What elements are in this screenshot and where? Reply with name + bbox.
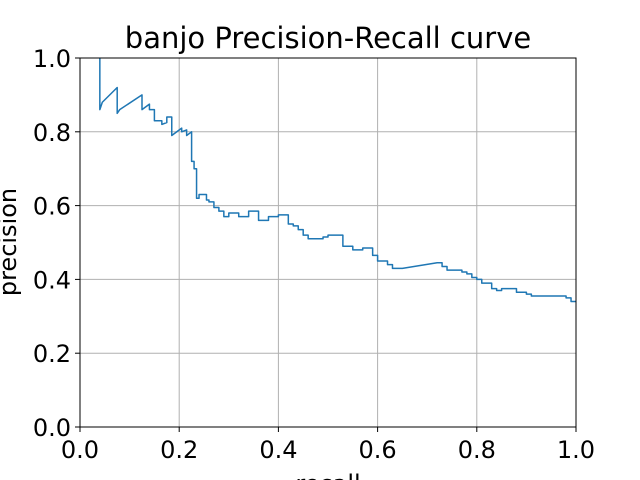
x-tick-label: 0.0: [61, 436, 99, 464]
y-tick-label: 1.0: [33, 45, 71, 73]
x-tick-label: 0.8: [458, 436, 496, 464]
x-tick-label: 0.6: [359, 436, 397, 464]
x-axis-label: recall: [295, 470, 360, 480]
y-tick-label: 0.4: [33, 266, 71, 294]
plot-area: [99, 58, 576, 303]
x-tick-label: 1.0: [557, 436, 595, 464]
plot-frame: [79, 57, 577, 428]
x-axis: 0.0 0.2 0.4 0.6 0.8 1.0: [61, 427, 595, 464]
pr-curve-line: [99, 58, 576, 303]
chart-title: banjo Precision-Recall curve: [125, 21, 531, 55]
x-tick-label: 0.4: [259, 436, 297, 464]
y-axis-label: precision: [0, 188, 22, 296]
y-tick-label: 0.6: [33, 193, 71, 221]
y-tick-label: 0.2: [33, 340, 71, 368]
y-tick-label: 0.0: [33, 414, 71, 442]
y-axis: 0.0 0.2 0.4 0.6 0.8 1.0: [33, 45, 80, 442]
x-tick-label: 0.2: [160, 436, 198, 464]
y-tick-label: 0.8: [33, 119, 71, 147]
